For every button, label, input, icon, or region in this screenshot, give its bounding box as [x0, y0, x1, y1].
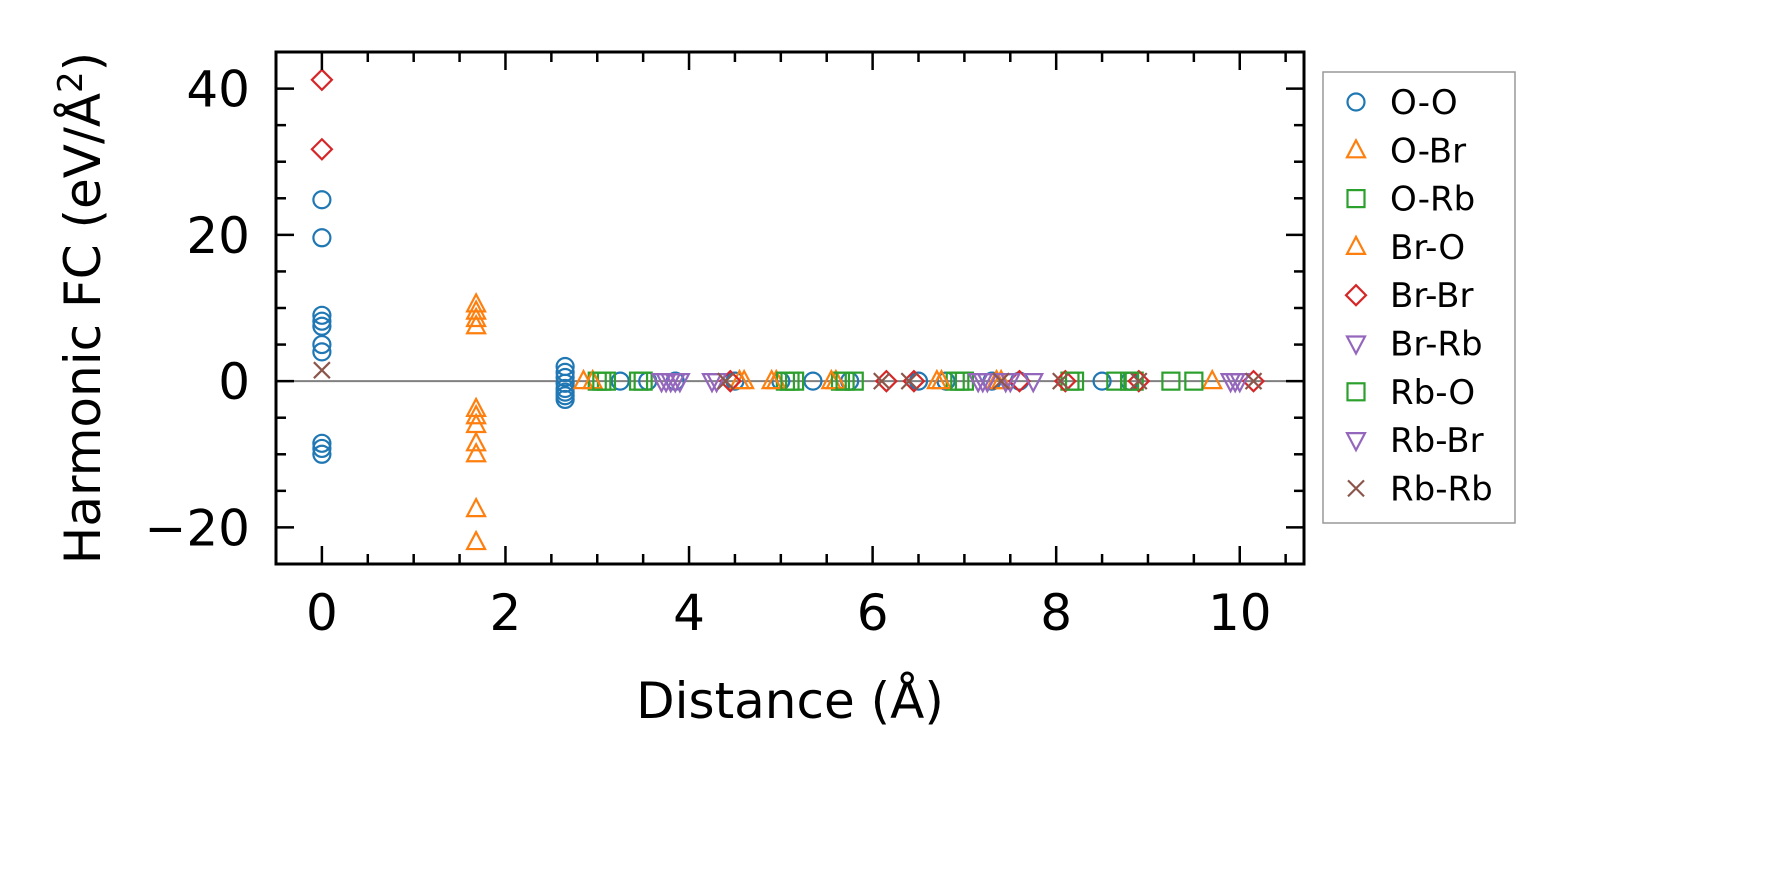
legend-label: O-O [1390, 83, 1458, 123]
y-tick-label: 20 [186, 207, 250, 265]
data-point [312, 70, 332, 90]
x-tick-label: 0 [306, 584, 338, 642]
x-tick-label: 8 [1040, 584, 1072, 642]
y-tick-label: −20 [144, 499, 250, 557]
data-point [467, 433, 485, 450]
data-point [314, 362, 330, 378]
data-point [467, 499, 485, 516]
data-point [313, 191, 330, 208]
y-tick-label: 0 [218, 353, 250, 411]
data-point [312, 139, 332, 159]
legend-label: Br-O [1390, 228, 1465, 268]
legend-label: Rb-Br [1390, 421, 1484, 461]
legend-label: O-Rb [1390, 180, 1475, 220]
legend-label: Rb-O [1390, 373, 1475, 413]
x-tick-label: 4 [673, 584, 705, 642]
series-br-br [312, 70, 1264, 391]
series-o-br [467, 294, 1221, 549]
plot-frame [276, 52, 1304, 564]
legend-label: Br-Br [1390, 276, 1474, 316]
series-o-o [313, 191, 1138, 463]
legend: O-O O-Br O-Rb Br-O Br-Br Br-Rb Rb-O Rb-Br Rb-Rb [1323, 72, 1515, 523]
x-axis-label: Distance (Å) [636, 672, 944, 730]
data-point [313, 229, 330, 246]
data-point [467, 532, 485, 549]
data-point [1203, 371, 1221, 388]
y-tick-label: 40 [186, 61, 250, 119]
x-tick-label: 6 [857, 584, 889, 642]
x-tick-label: 10 [1208, 584, 1272, 642]
legend-label: Br-Rb [1390, 325, 1483, 365]
y-axis-label: Harmonic FC (eV/Å2) [51, 52, 112, 564]
legend-label: O-Br [1390, 131, 1466, 171]
legend-label: Rb-Rb [1390, 469, 1493, 509]
x-tick-label: 2 [490, 584, 522, 642]
scatter-chart: 0 2 4 6 8 10 −20 0 20 40 O-O O-Br O-Rb Br-O Br-Br Br-R… [0, 0, 1772, 883]
